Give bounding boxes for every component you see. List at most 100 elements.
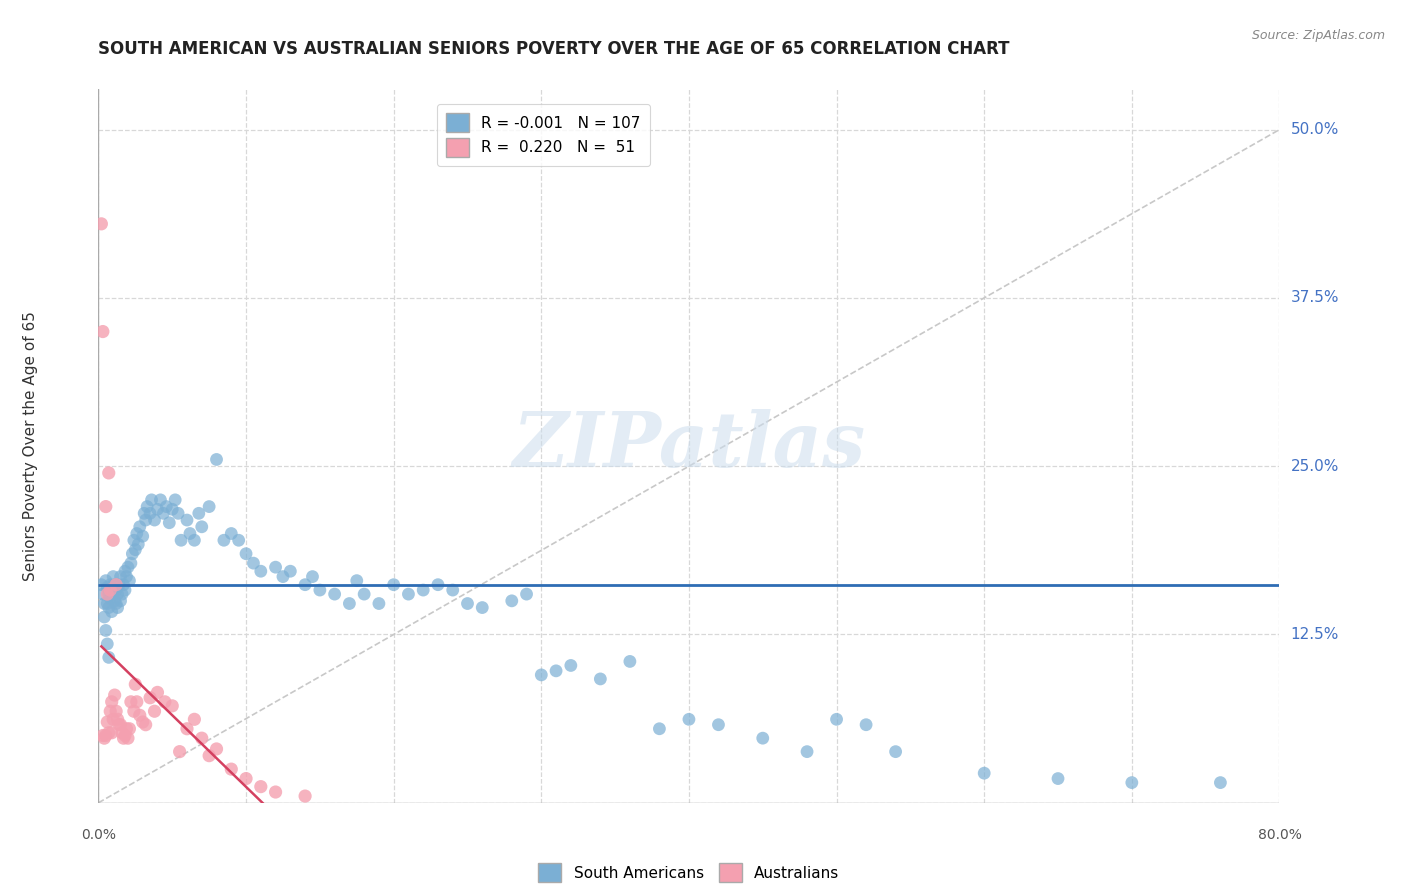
Point <box>120 695 142 709</box>
Point <box>648 722 671 736</box>
Point <box>412 583 434 598</box>
Point <box>100 695 122 709</box>
Point <box>157 516 180 530</box>
Point <box>309 583 332 598</box>
Point <box>98 591 121 606</box>
Point <box>149 492 172 507</box>
Point <box>110 717 132 731</box>
Point <box>128 520 150 534</box>
Point <box>183 533 205 548</box>
Point <box>589 672 612 686</box>
Point <box>97 587 120 601</box>
Point <box>271 569 294 583</box>
Point <box>108 577 131 591</box>
Point <box>118 722 141 736</box>
Point <box>90 217 112 231</box>
Point <box>1209 775 1232 789</box>
Point <box>205 452 228 467</box>
Point <box>337 597 360 611</box>
Point <box>103 587 125 601</box>
Point <box>118 574 141 588</box>
Point <box>162 698 183 713</box>
Point <box>111 587 134 601</box>
Point <box>98 577 121 591</box>
Point <box>169 745 191 759</box>
Point <box>105 704 128 718</box>
Point <box>219 762 242 776</box>
Point <box>250 564 273 578</box>
Point <box>125 695 148 709</box>
Point <box>141 492 163 507</box>
Point <box>93 597 115 611</box>
Point <box>135 717 157 731</box>
Point <box>176 513 198 527</box>
Point <box>132 714 155 729</box>
Point <box>619 655 641 669</box>
Point <box>143 704 166 718</box>
Point <box>152 506 174 520</box>
Point <box>179 526 201 541</box>
Point <box>198 500 221 514</box>
Point <box>560 658 582 673</box>
Point <box>1046 772 1069 786</box>
Point <box>124 542 146 557</box>
Point <box>707 717 730 731</box>
Point <box>104 577 127 591</box>
Point <box>125 526 148 541</box>
Point <box>90 577 112 591</box>
Text: Source: ZipAtlas.com: Source: ZipAtlas.com <box>1251 29 1385 42</box>
Point <box>456 597 478 611</box>
Point <box>205 742 228 756</box>
Point <box>183 712 205 726</box>
Point <box>100 583 122 598</box>
Point <box>973 766 995 780</box>
Point <box>91 587 114 601</box>
Point <box>212 533 235 548</box>
Point <box>884 745 907 759</box>
Point <box>219 526 242 541</box>
Point <box>124 677 146 691</box>
Point <box>382 577 405 591</box>
Point <box>191 520 214 534</box>
Point <box>146 502 169 516</box>
Point <box>111 726 134 740</box>
Point <box>114 564 136 578</box>
Point <box>153 695 176 709</box>
Point <box>187 506 209 520</box>
Point <box>96 580 118 594</box>
Point <box>346 574 368 588</box>
Point <box>353 587 375 601</box>
Point <box>544 664 567 678</box>
Point <box>104 594 127 608</box>
Point <box>242 556 264 570</box>
Point <box>264 785 287 799</box>
Point <box>96 714 118 729</box>
Point <box>105 583 128 598</box>
Point <box>112 577 135 591</box>
Point <box>108 717 131 731</box>
Point <box>122 704 145 718</box>
Point <box>441 583 464 598</box>
Point <box>368 597 391 611</box>
Point <box>301 569 323 583</box>
Point <box>471 600 494 615</box>
Point <box>323 587 346 601</box>
Point <box>530 668 553 682</box>
Point <box>427 577 450 591</box>
Point <box>501 594 523 608</box>
Point <box>94 729 117 743</box>
Point <box>110 569 132 583</box>
Point <box>264 560 287 574</box>
Point <box>120 556 142 570</box>
Point <box>825 712 848 726</box>
Text: 80.0%: 80.0% <box>1257 828 1302 842</box>
Point <box>167 506 190 520</box>
Point <box>143 513 166 527</box>
Point <box>103 569 125 583</box>
Point <box>98 583 121 598</box>
Point <box>796 745 818 759</box>
Point <box>139 690 162 705</box>
Point <box>107 712 129 726</box>
Point <box>250 780 273 794</box>
Point <box>93 731 115 746</box>
